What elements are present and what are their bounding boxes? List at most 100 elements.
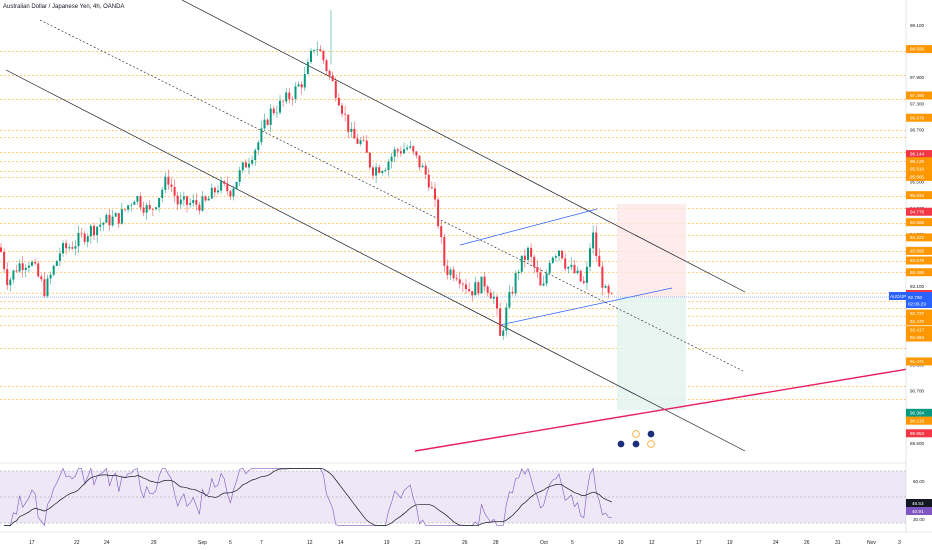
candle-body [179, 199, 182, 205]
candle-body [381, 171, 384, 173]
candle-body [279, 100, 281, 113]
candle-body [505, 307, 508, 331]
candle-body [291, 98, 294, 100]
candle-body [483, 276, 486, 287]
price-tag-label: 91.471 [910, 359, 924, 364]
rsi-value: 46.53 [912, 501, 924, 506]
candle-body [86, 236, 89, 242]
candle-body [471, 291, 474, 296]
candle-body [114, 213, 117, 217]
candle-body [282, 100, 285, 102]
price-tag-label: 97.490 [910, 93, 924, 98]
price-tag [906, 256, 932, 265]
rsi-ma-badge [906, 507, 932, 515]
price-axis-label: 95.500 [910, 180, 924, 185]
candle-body [300, 84, 303, 88]
price-tag [906, 317, 932, 326]
date-axis-label: 12 [307, 540, 313, 546]
candle-body [207, 198, 210, 201]
candle-body [164, 176, 167, 190]
candle-body [108, 214, 111, 226]
candle-body [24, 267, 27, 270]
price-tag [906, 172, 932, 181]
date-axis-label: Oct [540, 540, 548, 546]
candle-body [570, 264, 573, 267]
candle-body [167, 176, 170, 185]
current-price-value: 92.760 [908, 295, 922, 300]
candle-body [461, 283, 464, 285]
price-tag [906, 165, 932, 174]
date-axis-label: 21 [415, 540, 421, 546]
candle-body [610, 292, 613, 294]
price-tag [906, 333, 932, 342]
candle-body [533, 256, 536, 268]
candle-body [43, 279, 46, 297]
candle-body [499, 308, 502, 336]
wedge-lower-line [499, 287, 673, 326]
candle-body [120, 209, 123, 224]
candle-body [182, 196, 185, 200]
price-axis-label: 93.100 [910, 284, 924, 289]
candle-body [579, 270, 582, 282]
price-tag-label: 90.219 [910, 418, 924, 423]
candle-body [331, 75, 334, 82]
date-axis-label: 5 [571, 540, 574, 546]
price-tag [906, 246, 932, 255]
candle-body [89, 225, 92, 237]
price-tag [906, 157, 932, 166]
candle-body [198, 204, 201, 211]
date-axis-label: 26 [804, 540, 810, 546]
candle-body [158, 197, 161, 208]
candle-body [161, 189, 164, 198]
candle-body [452, 269, 455, 279]
candle-body [558, 250, 560, 257]
candle-body [585, 266, 588, 283]
candle-body [328, 71, 331, 76]
candle-body [37, 263, 40, 277]
au-flag-icon [647, 430, 655, 438]
date-axis-label: 12 [649, 540, 655, 546]
price-tag-label: 92.083 [910, 335, 924, 340]
trend-drawings [5, 0, 932, 452]
candle-body [0, 247, 2, 252]
candle-body [93, 225, 95, 236]
candle-body [117, 213, 120, 224]
wedge-upper-line [459, 208, 598, 246]
candle-body [399, 151, 402, 154]
price-tags: 98.556 97.490 96.979 96.144 96.125 95.919 95.8… [906, 45, 932, 438]
price-badge [906, 292, 932, 308]
candle-body [595, 232, 598, 256]
candle-body [145, 205, 148, 213]
price-tag [906, 416, 932, 425]
candle-body [393, 149, 396, 157]
candle-body [334, 81, 337, 98]
date-axis-label: 19 [727, 540, 733, 546]
candle-body [297, 84, 300, 87]
candle-body [195, 200, 198, 205]
event-icons [617, 430, 655, 448]
date-axis[interactable]: 17 22 24 29 Sep 5 7 12 14 19 21 26 28 Oct 5 10 12 17 19 24 2… [29, 540, 901, 546]
candle-body [58, 253, 61, 261]
candle-body [356, 138, 359, 144]
candle-body [136, 196, 139, 202]
candle-body [173, 186, 176, 196]
bar-countdown: 02:06:29 [908, 302, 926, 307]
candle-body [396, 149, 399, 152]
candle-body [446, 265, 449, 276]
candle-body [306, 62, 309, 75]
candle-body [176, 195, 179, 205]
date-axis-label: 10 [618, 540, 624, 546]
candle-body [210, 187, 213, 199]
symbol-badge [889, 292, 906, 300]
candle-body [375, 167, 378, 176]
candle-body [83, 233, 86, 242]
candle-body [155, 207, 157, 210]
candle-body [607, 286, 610, 293]
price-tag-label: 98.556 [910, 47, 924, 52]
jp-flag-icon [632, 430, 640, 438]
candle-body [96, 226, 99, 236]
price-tag [906, 191, 932, 200]
candle-body [412, 146, 415, 152]
date-axis-label: 29 [151, 540, 157, 546]
